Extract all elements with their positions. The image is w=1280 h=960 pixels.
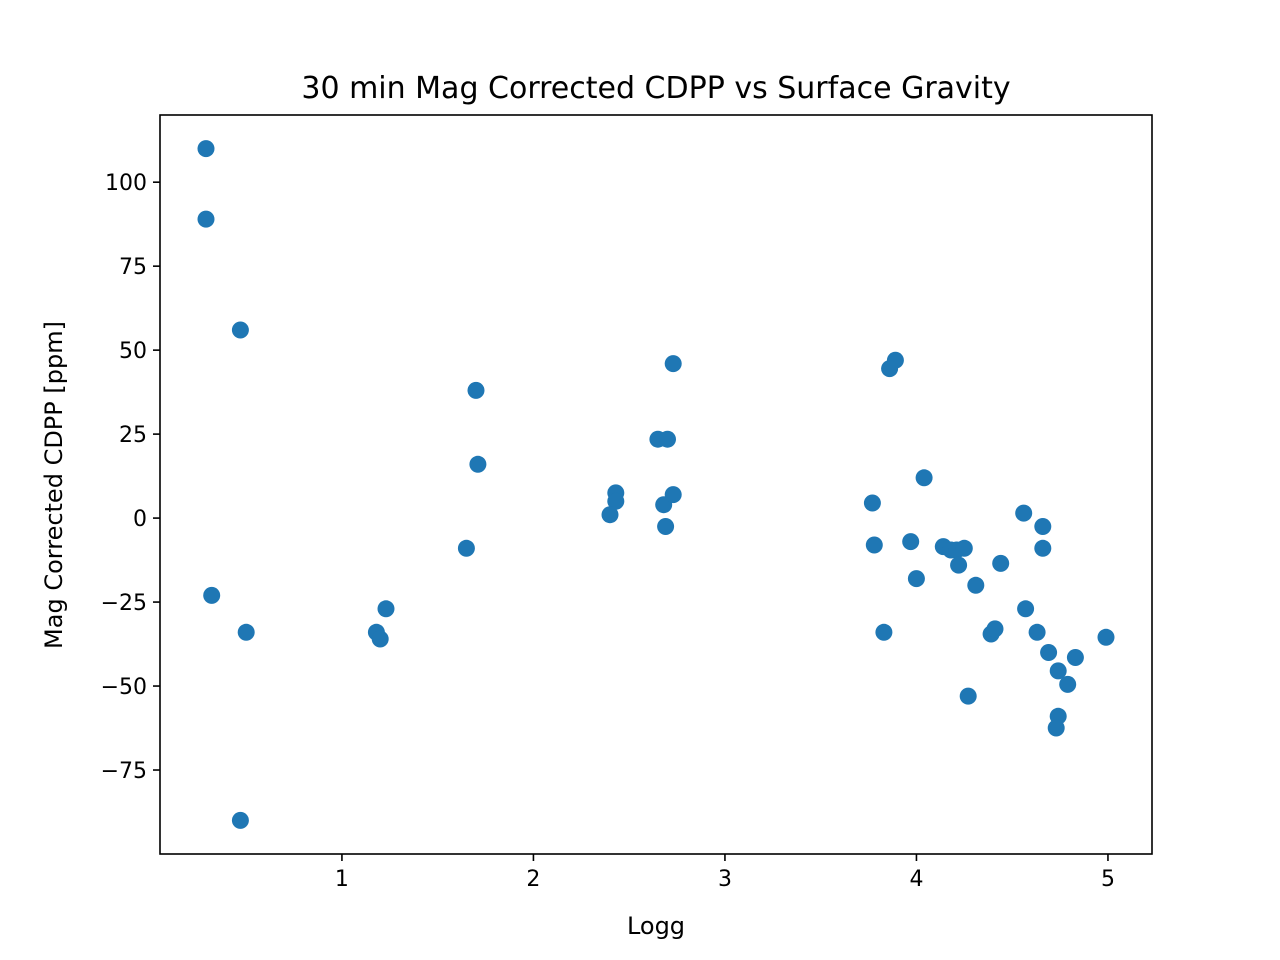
plot-frame bbox=[159, 114, 1153, 855]
data-point bbox=[469, 455, 487, 473]
data-point bbox=[664, 355, 682, 373]
data-point bbox=[1040, 644, 1058, 661]
y-tick-label: 0 bbox=[133, 507, 147, 532]
data-point bbox=[607, 492, 625, 510]
data-points bbox=[197, 140, 1115, 829]
data-point bbox=[1034, 539, 1052, 557]
data-point bbox=[881, 360, 899, 378]
x-tick-label: 5 bbox=[1101, 867, 1115, 892]
x-tick-label: 3 bbox=[718, 867, 732, 892]
data-point bbox=[863, 494, 881, 512]
data-point bbox=[875, 623, 893, 641]
data-point bbox=[231, 321, 249, 339]
data-point bbox=[377, 600, 395, 618]
data-point bbox=[1066, 649, 1084, 666]
y-axis-ticks: −75 −50 −25 0 25 50 75 100 bbox=[101, 171, 160, 784]
data-point bbox=[1097, 628, 1115, 646]
data-point bbox=[1015, 504, 1033, 522]
y-tick-label: 25 bbox=[119, 423, 147, 448]
data-point bbox=[1049, 662, 1067, 680]
data-point bbox=[1059, 675, 1077, 693]
data-point bbox=[907, 570, 925, 588]
data-point bbox=[197, 210, 215, 228]
data-point bbox=[955, 539, 973, 557]
x-tick-label: 1 bbox=[335, 867, 349, 892]
data-point bbox=[467, 381, 485, 399]
data-point bbox=[915, 469, 933, 487]
data-point bbox=[865, 536, 883, 554]
data-point bbox=[231, 811, 249, 829]
data-point bbox=[664, 486, 682, 504]
x-axis-ticks: 1 2 3 4 5 bbox=[335, 854, 1115, 892]
y-tick-label: 50 bbox=[119, 339, 147, 364]
y-tick-label: 100 bbox=[105, 171, 147, 196]
data-point bbox=[1028, 623, 1046, 641]
data-point bbox=[601, 506, 619, 524]
y-tick-label: −25 bbox=[101, 591, 147, 616]
x-tick-label: 2 bbox=[526, 867, 540, 892]
data-point bbox=[457, 539, 475, 557]
data-point bbox=[1047, 719, 1065, 737]
data-point bbox=[959, 687, 977, 705]
data-point bbox=[967, 576, 985, 594]
data-point bbox=[237, 623, 255, 641]
y-tick-label: −75 bbox=[101, 759, 147, 784]
y-axis-label: Mag Corrected CDPP [ppm] bbox=[40, 321, 68, 649]
data-point bbox=[657, 518, 675, 535]
data-point bbox=[986, 620, 1004, 638]
x-tick-label: 4 bbox=[909, 867, 923, 892]
data-point bbox=[1017, 600, 1035, 618]
data-point bbox=[197, 140, 215, 158]
data-point bbox=[371, 630, 389, 648]
y-tick-label: −50 bbox=[101, 675, 147, 700]
y-tick-label: 75 bbox=[119, 255, 147, 280]
data-point bbox=[1034, 518, 1052, 535]
x-axis-label: Logg bbox=[627, 912, 685, 940]
data-point bbox=[992, 554, 1010, 572]
chart-title: 30 min Mag Corrected CDPP vs Surface Gra… bbox=[301, 71, 1010, 106]
data-point bbox=[902, 533, 920, 551]
data-point bbox=[659, 430, 676, 448]
data-point bbox=[203, 586, 221, 604]
data-point bbox=[950, 556, 968, 574]
